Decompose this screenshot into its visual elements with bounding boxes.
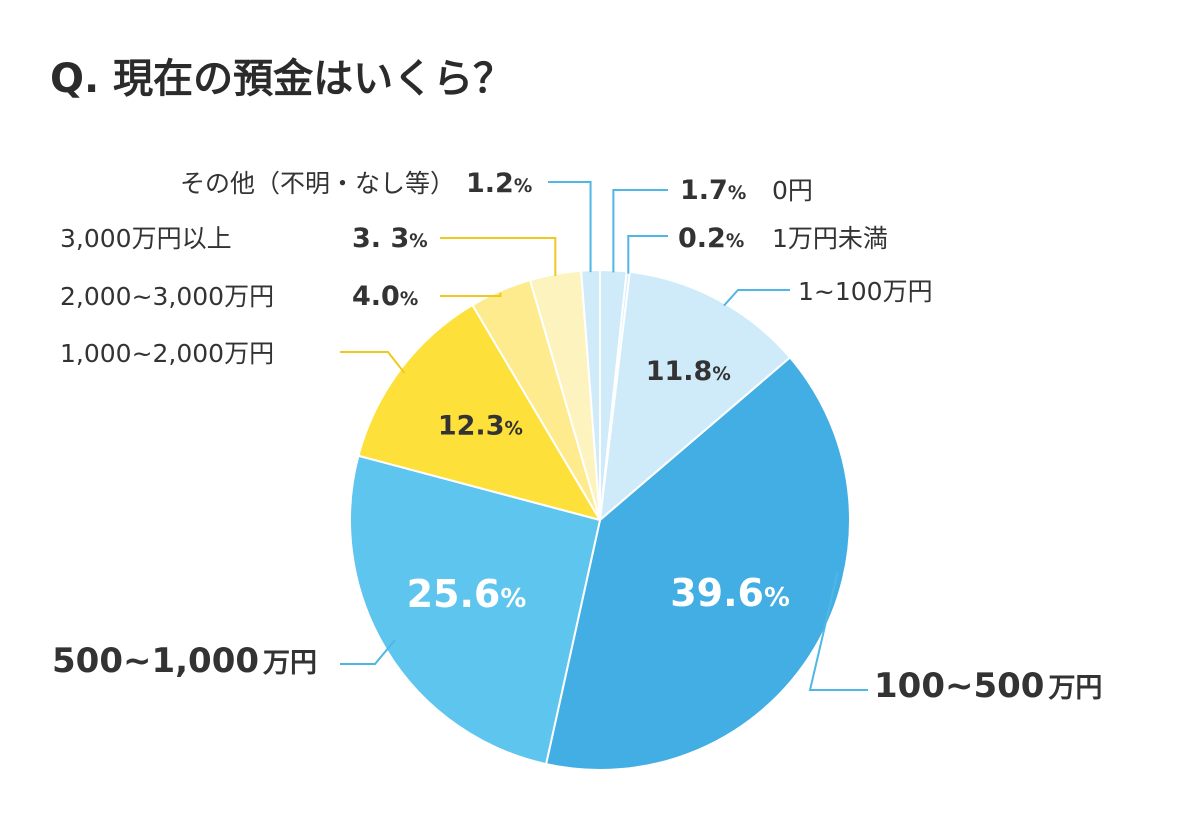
category-label-other: その他（不明・なし等） — [180, 169, 455, 198]
value-label-2000to3000: 4.0% — [352, 281, 418, 312]
value-label-yen0: 1.7% — [680, 175, 746, 206]
leader-line-1to100 — [723, 289, 790, 307]
value-label-1000to2000: 12.3% — [438, 410, 523, 441]
leader-lines — [340, 181, 868, 691]
leader-line-3000plus — [440, 237, 557, 277]
category-label-lt1: 1万円未満 — [772, 224, 888, 253]
leader-line-2000to3000 — [440, 292, 502, 297]
pie-labels: 1.7% 0円 0.2% 1万円未満 1~100万円 11.8% 39.6% 100~500 万… — [52, 168, 1102, 706]
leader-line-other — [548, 181, 592, 273]
leader-line-500to1000 — [340, 639, 396, 665]
leader-line-1000to2000 — [340, 351, 406, 374]
category-label-yen0: 0円 — [772, 176, 813, 205]
pie-slice-1to100 — [599, 270, 792, 521]
value-label-500to1000: 25.6% — [407, 572, 527, 616]
value-label-1to100: 11.8% — [646, 356, 731, 387]
leader-line-100to500 — [808, 571, 868, 691]
leader-line-lt1 — [627, 235, 668, 274]
pie-slices — [349, 268, 851, 771]
category-label-500to1000: 500~1,000 万円 — [52, 641, 317, 681]
value-label-lt1: 0.2% — [678, 223, 744, 254]
value-label-100to500: 39.6% — [670, 571, 790, 615]
leader-line-yen0 — [612, 189, 668, 273]
category-label-3000plus: 3,000万円以上 — [60, 224, 232, 253]
category-label-1000to2000: 1,000~2,000万円 — [60, 339, 274, 368]
value-label-3000plus: 3. 3% — [352, 223, 428, 254]
pie-slice-100to500 — [545, 356, 851, 771]
chart-title: Q. 現在の預金はいくら？ — [50, 56, 513, 102]
value-label-other: 1.2% — [466, 168, 532, 199]
category-label-1to100: 1~100万円 — [798, 277, 933, 306]
category-label-2000to3000: 2,000~3,000万円 — [60, 282, 274, 311]
category-label-100to500: 100~500 万円 — [874, 666, 1102, 706]
